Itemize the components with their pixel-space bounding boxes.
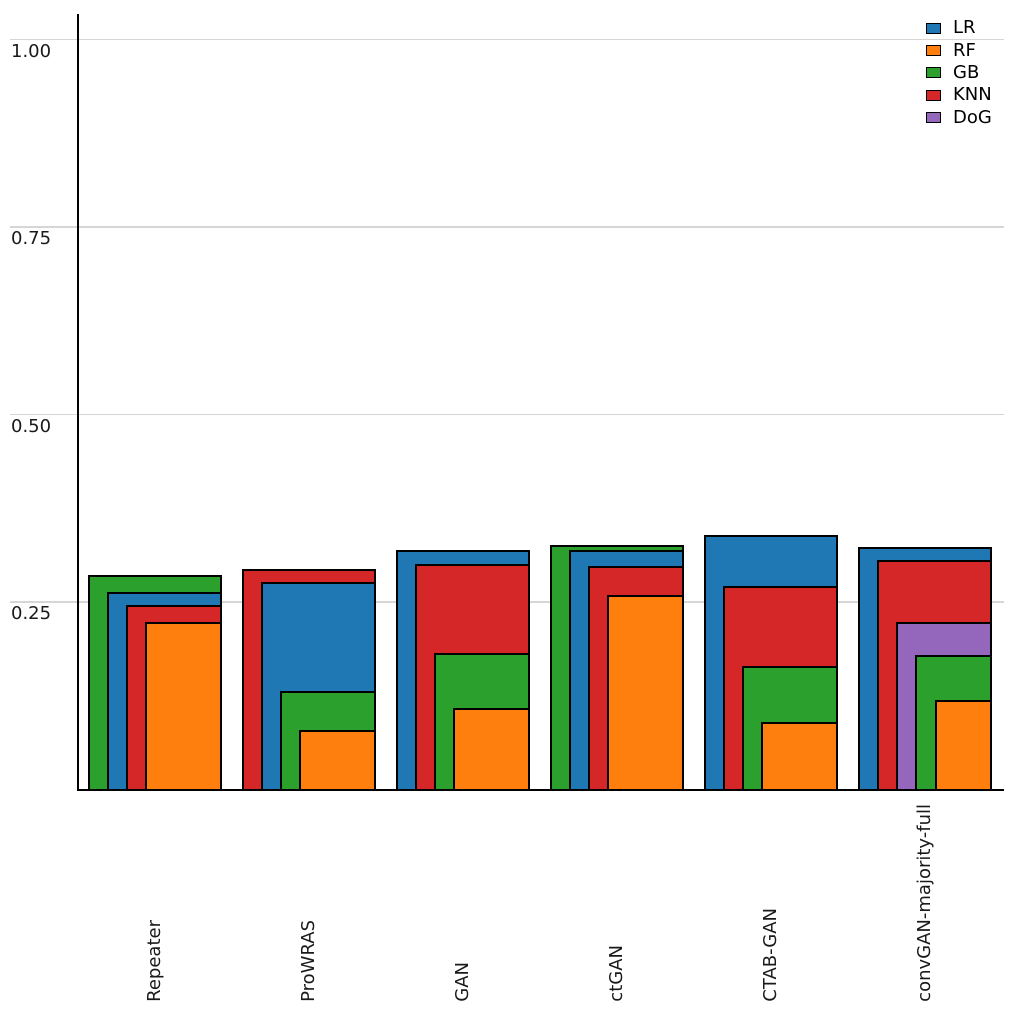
bar-GAN-RF bbox=[453, 707, 531, 791]
legend-swatch-icon bbox=[926, 112, 941, 124]
bar-convGAN-majority-full-RF bbox=[934, 699, 993, 791]
legend-label: GB bbox=[953, 61, 980, 83]
x-label-ctGAN: ctGAN bbox=[606, 945, 627, 1002]
legend-item-DoG: DoG bbox=[926, 107, 992, 129]
legend: LR RF GB KNN DoG bbox=[926, 17, 992, 129]
x-label-convGAN-majority-full: convGAN-majority-full bbox=[914, 804, 935, 1002]
gridline-0.50 bbox=[10, 413, 1004, 416]
bar-ctGAN-RF bbox=[607, 594, 685, 791]
y-tick-label: 1.00 bbox=[11, 40, 52, 62]
legend-item-KNN: KNN bbox=[926, 84, 992, 106]
legend-item-RF: RF bbox=[926, 39, 992, 61]
bar-ProWRAS-RF bbox=[299, 729, 377, 791]
x-label-GAN: GAN bbox=[452, 962, 473, 1002]
legend-label: DoG bbox=[953, 106, 992, 128]
legend-item-LR: LR bbox=[926, 17, 992, 39]
y-tick-label: 0.75 bbox=[11, 228, 52, 249]
bar-Repeater-RF bbox=[145, 622, 223, 791]
gridline-1.00 bbox=[10, 38, 1004, 41]
legend-swatch-icon bbox=[926, 67, 941, 79]
legend-swatch-icon bbox=[926, 89, 941, 101]
y-tick-label: 0.25 bbox=[11, 603, 52, 624]
legend-swatch-icon bbox=[926, 22, 941, 34]
legend-label: KNN bbox=[953, 84, 992, 106]
gridline-0.75 bbox=[10, 226, 1004, 228]
x-label-CTAB-GAN: CTAB-GAN bbox=[760, 908, 781, 1002]
x-axis-line bbox=[77, 788, 1004, 791]
bar-CTAB-GAN-RF bbox=[761, 722, 839, 791]
legend-label: RF bbox=[953, 39, 976, 61]
legend-item-GB: GB bbox=[926, 62, 992, 84]
x-label-ProWRAS: ProWRAS bbox=[298, 920, 319, 1002]
legend-swatch-icon bbox=[926, 45, 941, 57]
y-tick-label: 0.50 bbox=[11, 415, 52, 437]
legend-label: LR bbox=[953, 17, 976, 39]
y-axis-line bbox=[77, 14, 79, 791]
x-label-Repeater: Repeater bbox=[144, 920, 165, 1002]
